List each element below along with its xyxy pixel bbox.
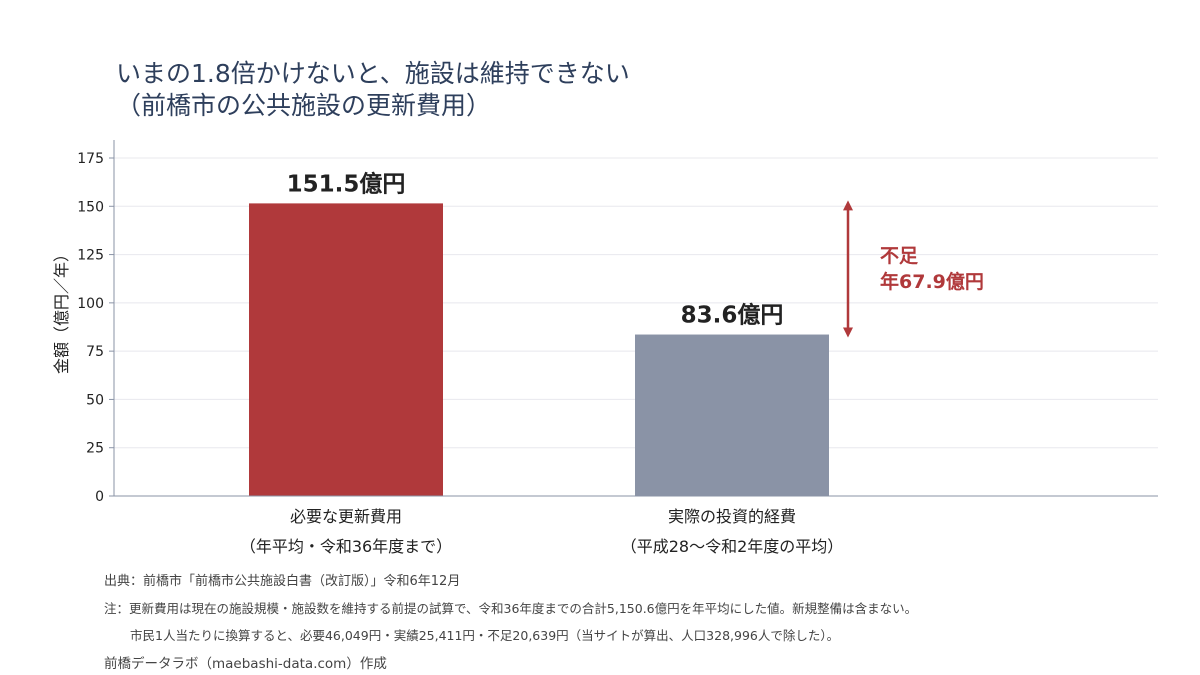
y-tick-label: 50 xyxy=(86,392,104,408)
bar-actual-investment xyxy=(635,334,829,496)
data-label: 83.6億円 xyxy=(681,302,784,329)
y-tick-label: 100 xyxy=(77,296,104,312)
chart-title-line2: （前橋市の公共施設の更新費用） xyxy=(116,91,492,120)
bar-required-renewal xyxy=(249,203,443,497)
chart-title-line1: いまの1.8倍かけないと、施設は維持できない xyxy=(116,59,630,88)
footnote-1: 注：更新費用は現在の施設規模・施設数を維持する前提の試算で、令和36年度までの合… xyxy=(104,601,918,616)
data-label: 151.5億円 xyxy=(287,170,406,197)
chart-title: いまの1.8倍かけないと、施設は維持できない （前橋市の公共施設の更新費用） xyxy=(116,58,630,122)
y-tick-label: 0 xyxy=(95,489,104,505)
y-tick-label: 150 xyxy=(77,199,104,215)
credit-line: 前橋データラボ（maebashi-data.com）作成 xyxy=(104,656,387,672)
y-axis-label: 金額（億円／年） xyxy=(52,246,71,374)
source-note: 出典：前橋市「前橋市公共施設白書（改訂版）」令和6年12月 xyxy=(104,574,461,589)
y-tick-label: 175 xyxy=(77,151,104,167)
x-tick-sublabel: （平成28〜令和2年度の平均） xyxy=(621,537,844,556)
shortfall-label: 不足 xyxy=(880,245,919,267)
y-tick-label: 25 xyxy=(86,441,104,457)
x-tick-sublabel: （年平均・令和36年度まで） xyxy=(240,537,452,556)
x-tick-label: 実際の投資的経費 xyxy=(668,507,796,526)
footnote-2: 市民1人当たりに換算すると、必要46,049円・実績25,411円・不足20,6… xyxy=(130,628,840,643)
y-tick-label: 125 xyxy=(77,248,104,264)
shortfall-value-label: 年67.9億円 xyxy=(880,270,984,293)
x-tick-label: 必要な更新費用 xyxy=(290,507,402,526)
y-tick-label: 75 xyxy=(86,344,104,360)
